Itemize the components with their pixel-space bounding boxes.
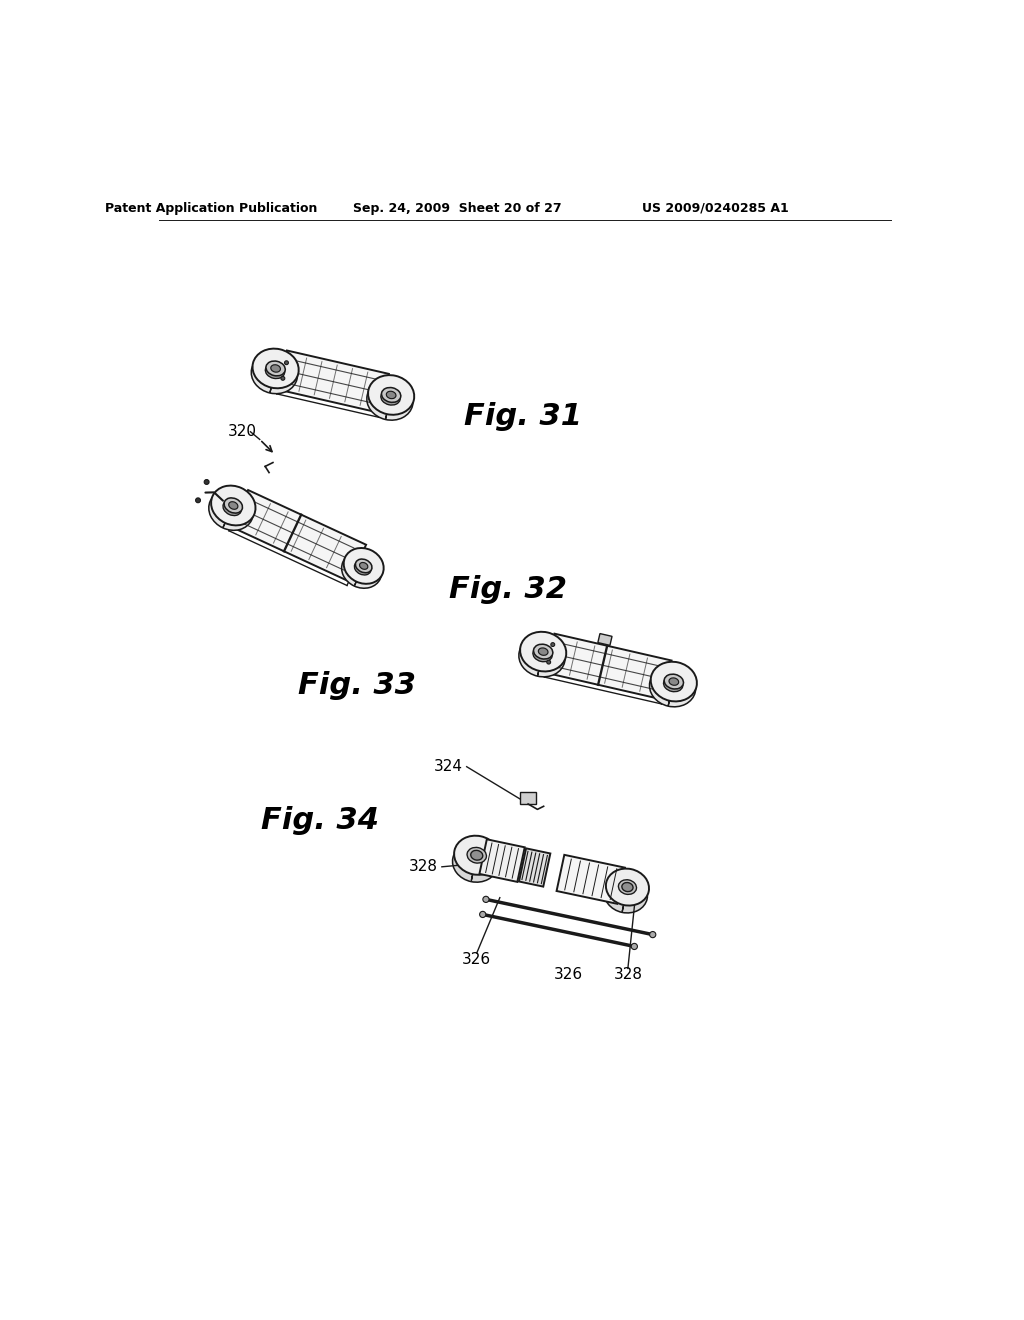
Ellipse shape xyxy=(622,883,633,891)
Polygon shape xyxy=(278,351,389,413)
Circle shape xyxy=(285,360,289,364)
Ellipse shape xyxy=(665,675,683,689)
Ellipse shape xyxy=(669,678,679,685)
Text: Sep. 24, 2009  Sheet 20 of 27: Sep. 24, 2009 Sheet 20 of 27 xyxy=(353,202,562,215)
Polygon shape xyxy=(236,498,362,572)
Ellipse shape xyxy=(453,843,498,882)
Circle shape xyxy=(649,932,655,937)
Text: Fig. 32: Fig. 32 xyxy=(449,576,566,605)
Ellipse shape xyxy=(519,638,565,677)
Ellipse shape xyxy=(211,486,256,525)
Polygon shape xyxy=(354,550,371,586)
Circle shape xyxy=(551,643,555,647)
Polygon shape xyxy=(520,792,536,804)
Text: 320: 320 xyxy=(228,424,257,440)
Ellipse shape xyxy=(223,500,242,516)
Polygon shape xyxy=(598,634,612,645)
Polygon shape xyxy=(557,855,625,904)
Text: Fig. 34: Fig. 34 xyxy=(261,807,379,836)
Ellipse shape xyxy=(367,380,413,420)
Circle shape xyxy=(479,911,485,917)
Ellipse shape xyxy=(251,354,297,393)
Polygon shape xyxy=(479,840,524,882)
Circle shape xyxy=(547,660,551,664)
Polygon shape xyxy=(546,634,672,700)
Text: 324: 324 xyxy=(434,759,463,775)
Text: 328: 328 xyxy=(613,968,642,982)
Ellipse shape xyxy=(454,836,500,875)
Text: 328: 328 xyxy=(409,859,438,874)
Ellipse shape xyxy=(649,667,695,706)
Ellipse shape xyxy=(228,502,238,510)
Ellipse shape xyxy=(253,348,299,388)
Ellipse shape xyxy=(265,364,285,379)
Ellipse shape xyxy=(344,548,384,583)
Ellipse shape xyxy=(368,375,415,414)
Ellipse shape xyxy=(359,562,368,569)
Polygon shape xyxy=(471,837,480,880)
Polygon shape xyxy=(385,376,395,420)
Circle shape xyxy=(204,479,209,484)
Ellipse shape xyxy=(604,876,647,913)
Text: Patent Application Publication: Patent Application Publication xyxy=(104,202,317,215)
Ellipse shape xyxy=(209,491,253,531)
Ellipse shape xyxy=(618,879,637,895)
Polygon shape xyxy=(668,663,678,706)
Polygon shape xyxy=(623,870,631,912)
Polygon shape xyxy=(230,490,367,581)
Text: 326: 326 xyxy=(462,952,492,966)
Ellipse shape xyxy=(270,364,281,372)
Ellipse shape xyxy=(381,391,400,405)
Ellipse shape xyxy=(354,561,371,576)
Text: Fig. 33: Fig. 33 xyxy=(298,672,416,701)
Text: Fig. 31: Fig. 31 xyxy=(464,401,583,430)
Ellipse shape xyxy=(386,391,396,399)
Polygon shape xyxy=(270,350,280,393)
Circle shape xyxy=(281,376,285,380)
Circle shape xyxy=(196,498,201,503)
Ellipse shape xyxy=(342,553,382,589)
Ellipse shape xyxy=(664,677,683,692)
Ellipse shape xyxy=(532,647,552,661)
Ellipse shape xyxy=(606,869,649,906)
Polygon shape xyxy=(519,849,550,887)
Circle shape xyxy=(631,944,637,949)
Text: US 2009/0240285 A1: US 2009/0240285 A1 xyxy=(642,202,788,215)
Ellipse shape xyxy=(534,644,553,659)
Text: 326: 326 xyxy=(554,968,583,982)
Circle shape xyxy=(483,896,489,903)
Ellipse shape xyxy=(650,661,697,701)
Ellipse shape xyxy=(355,560,372,573)
Ellipse shape xyxy=(382,388,400,403)
Polygon shape xyxy=(548,643,670,689)
Polygon shape xyxy=(223,488,242,528)
Ellipse shape xyxy=(471,850,482,861)
Polygon shape xyxy=(281,359,387,403)
Ellipse shape xyxy=(520,632,566,672)
Polygon shape xyxy=(538,632,548,676)
Ellipse shape xyxy=(467,847,486,863)
Ellipse shape xyxy=(539,648,548,655)
Ellipse shape xyxy=(224,498,243,513)
Ellipse shape xyxy=(266,362,286,376)
